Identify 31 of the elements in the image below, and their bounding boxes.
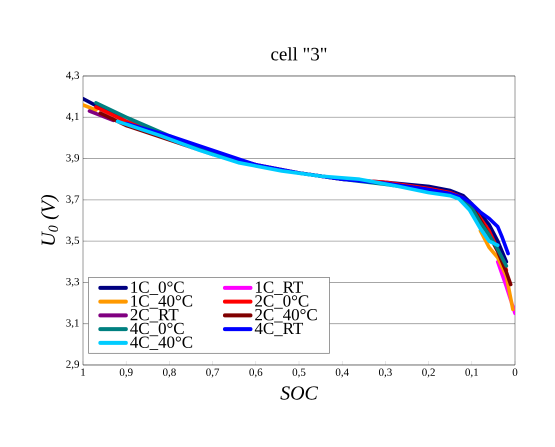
y-tick-label: 3,1: [66, 319, 79, 328]
y-tick-label: 3,9: [66, 154, 80, 164]
x-tick-label: 0,6: [249, 368, 262, 378]
x-tick-label: 0: [512, 368, 518, 376]
legend-label: 1C_0°C: [131, 281, 184, 295]
legend-label: 4C_0°C: [130, 322, 184, 336]
x-tick-label: 1: [81, 368, 86, 376]
chart-title: cell "3": [271, 47, 326, 61]
legend-label: 2C_40°C: [255, 308, 317, 322]
x-tick-label: 0,8: [162, 368, 176, 378]
y-tick-label: 3,7: [66, 195, 80, 204]
x-tick-label: 0,5: [292, 368, 306, 378]
y-tick-label: 4,1: [66, 112, 79, 122]
legend-label: 2C_0°C: [255, 295, 308, 309]
x-tick-label: 0,2: [422, 368, 435, 378]
y-axis-title: U$_{0}$ (V): [40, 194, 59, 245]
x-tick-label: 0,4: [336, 368, 349, 378]
legend-label: 1C_40°C: [131, 295, 192, 309]
x-tick-label: 0,1: [465, 368, 478, 378]
x-tick-label: 0,9: [120, 368, 133, 378]
y-tick-label: 3,5: [66, 236, 80, 246]
legend-label: 2C_RT: [130, 308, 178, 322]
x-tick-label: 0,7: [206, 368, 220, 378]
legend-label: 4C_40°C: [130, 336, 192, 350]
x-axis-title: SOC: [280, 386, 318, 400]
legend-label: 1C_RT: [256, 281, 304, 295]
y-tick-label: 3,3: [66, 278, 80, 287]
legend-label: 4C_RT: [254, 322, 304, 336]
y-tick-label: 4,3: [66, 72, 80, 80]
x-tick-label: 0,3: [378, 368, 392, 378]
y-tick-label: 2,9: [66, 360, 80, 370]
